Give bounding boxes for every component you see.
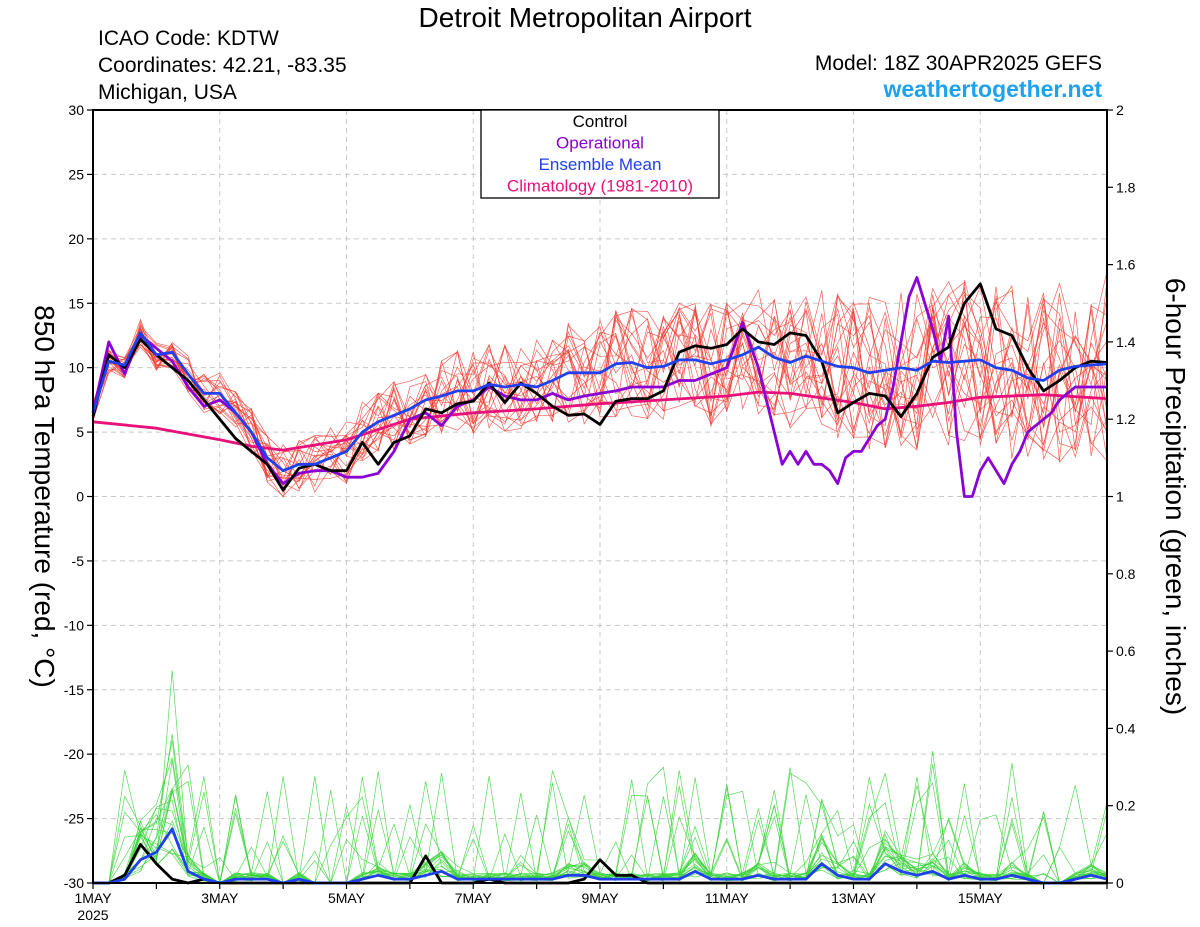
temperature-member-line [92,294,1108,487]
x-tick-label: 5MAY [328,890,366,906]
region: Michigan, USA [98,81,237,104]
x-tick-label: 7MAY [455,890,493,906]
coordinates: Coordinates: 42.21, -83.35 [98,54,347,77]
precipitation-member-line [93,782,1108,884]
left-tick-label: -15 [64,682,84,698]
temperature-member-line [92,285,1108,493]
right-tick-label: 0 [1116,875,1124,891]
left-axis-title: 850 hPa Temperature (red, °C) [29,305,60,688]
control-temp-line [91,282,1108,492]
left-tick-label: 10 [68,360,84,376]
left-tick-label: 20 [68,231,84,247]
legend-entry: Climatology (1981-2010) [507,177,693,196]
left-tick-label: -10 [64,617,84,633]
axes: 302520151050-5-10-15-20-25-3021.81.61.41… [29,102,1191,923]
x-tick-label: 15MAY [958,890,1004,906]
right-tick-label: 0.8 [1116,566,1136,582]
site-name[interactable]: weathertogether.net [883,76,1102,102]
precipitation-member-line [93,773,1108,884]
temperature-member-line [92,292,1108,494]
legend-entry: Ensemble Mean [539,155,662,174]
right-axis-title: 6-hour Precipitation (green, inches) [1160,278,1191,715]
x-tick-label: 3MAY [201,890,239,906]
right-tick-label: 0.2 [1116,798,1136,814]
precipitation-member-line [93,776,1108,884]
x-tick-sublabel: 2025 [77,907,108,923]
ensemble-mean-precip-line [93,827,1108,885]
legend-entry: Control [573,112,628,131]
left-tick-label: -25 [64,811,84,827]
climatology-1981-2010-temp-line [92,390,1108,452]
left-tick-label: 25 [68,166,84,182]
left-tick-label: 30 [68,102,84,118]
x-tick-label: 1MAY [74,890,112,906]
right-tick-label: 1.6 [1116,257,1136,273]
x-tick-label: 13MAY [831,890,877,906]
x-tick-label: 11MAY [705,890,749,906]
left-tick-label: -30 [64,875,84,891]
chart-title: Detroit Metropolitan Airport [418,2,752,33]
left-tick-label: -20 [64,746,84,762]
temperature-member-line [92,280,1108,497]
left-tick-label: 0 [76,489,84,505]
left-tick-label: -5 [72,553,85,569]
ensemble-mean-temp-line [91,331,1108,473]
left-tick-label: 5 [76,424,84,440]
left-tick-label: 15 [68,295,84,311]
x-tick-label: 9MAY [581,890,619,906]
right-tick-label: 0.6 [1116,643,1136,659]
model-run: Model: 18Z 30APR2025 GEFS [814,52,1102,75]
legend-entry: Operational [556,134,644,153]
right-tick-label: 1.8 [1116,179,1136,195]
legend-box [480,109,720,199]
operational-temp-line [91,276,1107,498]
right-tick-label: 1 [1116,489,1124,505]
right-tick-label: 0.4 [1116,720,1136,736]
right-tick-label: 1.2 [1116,411,1136,427]
grid [93,109,1107,884]
right-tick-label: 2 [1116,102,1124,118]
right-tick-label: 1.4 [1116,334,1136,350]
legend: Control Operational Ensemble Mean Climatolo… [480,109,720,199]
icao-code: ICAO Code: KDTW [98,27,279,50]
